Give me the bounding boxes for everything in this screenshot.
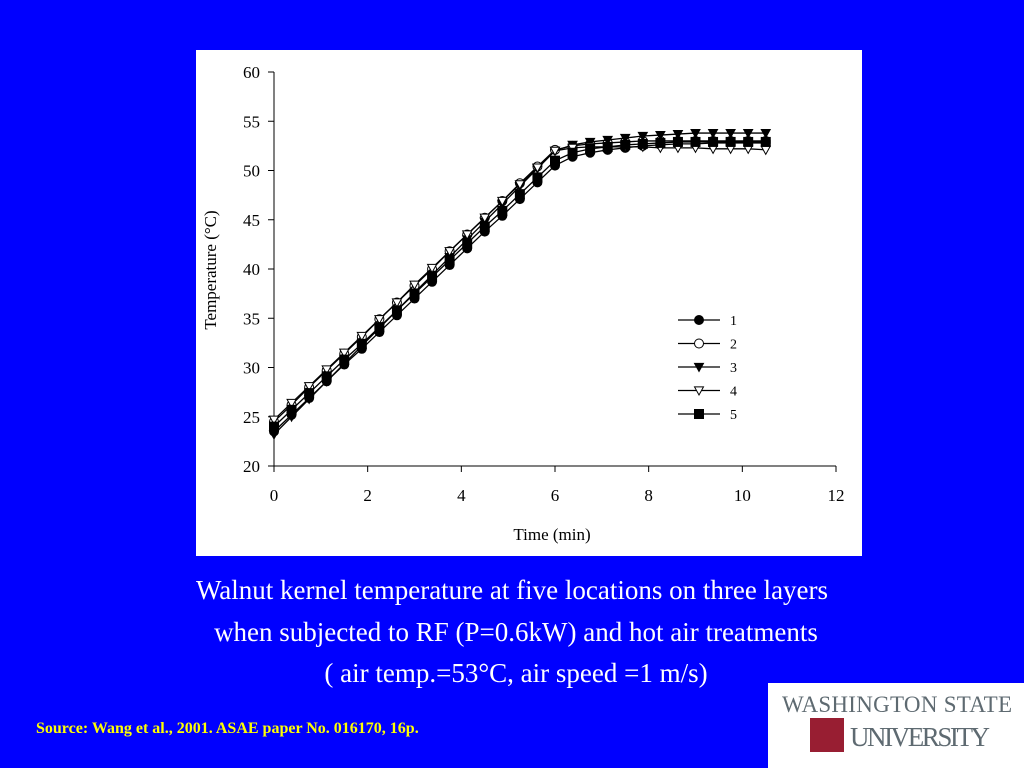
data-point — [690, 136, 701, 147]
legend-marker — [694, 409, 704, 419]
caption-line: Walnut kernel temperature at five locati… — [196, 575, 828, 605]
data-point — [304, 388, 315, 399]
data-point — [532, 172, 543, 183]
data-point — [339, 354, 350, 365]
data-point — [269, 421, 279, 432]
data-point — [602, 135, 614, 146]
data-point — [356, 331, 368, 342]
x-tick-label: 10 — [734, 486, 751, 505]
data-point — [338, 348, 350, 359]
data-point — [760, 128, 772, 139]
legend-label: 2 — [730, 338, 737, 353]
data-point — [655, 137, 666, 148]
y-tick-label: 45 — [243, 211, 260, 230]
data-point — [321, 365, 333, 375]
x-tick-label: 8 — [644, 486, 653, 505]
data-point — [708, 136, 719, 147]
data-point — [760, 136, 771, 147]
data-point — [479, 221, 490, 232]
legend-marker — [694, 315, 704, 325]
y-tick-label: 60 — [243, 63, 260, 82]
data-point — [391, 298, 403, 309]
data-point — [619, 133, 631, 144]
legend-marker — [693, 386, 705, 397]
data-point — [620, 139, 631, 150]
data-point — [584, 137, 596, 148]
y-tick-label: 35 — [243, 309, 260, 328]
data-point — [303, 382, 315, 392]
data-point — [742, 128, 754, 139]
data-point — [514, 189, 525, 200]
logo-text: UNIVERSITY — [850, 722, 990, 752]
y-tick-label: 25 — [243, 408, 260, 427]
logo-emblem — [810, 718, 844, 752]
data-point — [479, 213, 491, 224]
legend-label: 1 — [730, 314, 737, 329]
caption-line: when subjected to RF (P=0.6kW) and hot a… — [214, 617, 818, 647]
data-point — [268, 415, 280, 426]
data-point — [637, 138, 648, 149]
data-point — [462, 238, 473, 249]
x-tick-label: 4 — [457, 486, 466, 505]
y-tick-label: 20 — [243, 457, 260, 476]
legend-marker — [693, 362, 705, 373]
data-point — [655, 130, 666, 141]
data-point — [550, 155, 560, 166]
x-tick-label: 6 — [551, 486, 560, 505]
y-tick-label: 50 — [243, 162, 260, 181]
y-axis-label: Temperature (°C) — [201, 210, 220, 329]
data-point — [496, 196, 508, 207]
x-tick-label: 0 — [270, 486, 279, 505]
logo-text: WASHINGTON STATE — [782, 692, 1012, 717]
y-tick-label: 55 — [243, 112, 260, 131]
data-point — [374, 322, 385, 333]
data-point — [567, 147, 578, 158]
data-point — [514, 180, 526, 190]
source-note: Source: Wang et al., 2001. ASAE paper No… — [36, 720, 419, 737]
data-point — [444, 255, 455, 266]
data-point — [497, 205, 508, 216]
data-point — [356, 338, 367, 349]
data-point — [532, 163, 543, 174]
data-point — [725, 128, 736, 139]
y-tick-label: 40 — [243, 260, 260, 279]
data-point — [427, 271, 438, 282]
data-point — [549, 146, 561, 157]
chart-panel — [196, 50, 862, 556]
data-point — [391, 305, 402, 316]
data-point — [585, 143, 596, 154]
x-tick-label: 2 — [363, 486, 372, 505]
data-point — [672, 129, 684, 140]
legend-label: 4 — [730, 385, 737, 400]
data-point — [426, 263, 438, 274]
x-tick-label: 12 — [828, 486, 845, 505]
data-point — [461, 230, 473, 241]
y-tick-label: 30 — [243, 359, 260, 378]
data-point — [637, 131, 649, 142]
data-point — [444, 247, 455, 257]
data-point — [374, 315, 385, 325]
legend-label: 3 — [730, 361, 737, 376]
data-point — [286, 398, 297, 409]
legend-label: 5 — [730, 408, 737, 423]
data-point — [743, 136, 754, 147]
data-point — [409, 280, 420, 291]
caption-line: ( air temp.=53°C, air speed =1 m/s) — [324, 658, 707, 688]
data-point — [409, 288, 420, 299]
data-point — [321, 371, 332, 382]
x-axis-label: Time (min) — [513, 525, 590, 544]
legend-marker — [694, 338, 704, 349]
data-point — [286, 404, 297, 415]
data-point — [707, 128, 719, 139]
data-point — [725, 136, 736, 147]
data-point — [672, 136, 683, 147]
data-point — [602, 141, 613, 152]
data-point — [690, 128, 701, 139]
